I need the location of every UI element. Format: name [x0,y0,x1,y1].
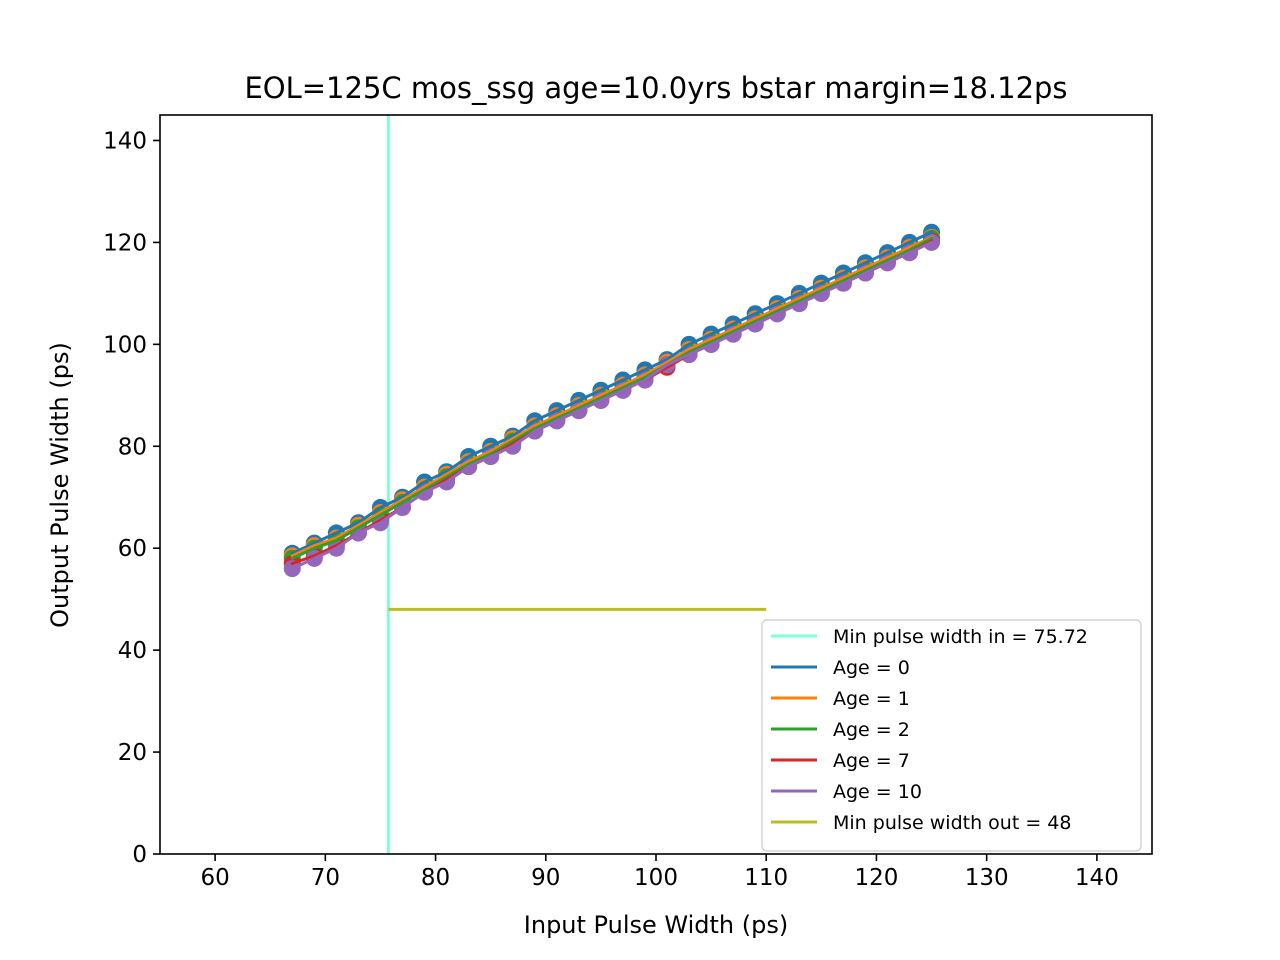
x-tick-label-4: 100 [634,865,678,891]
x-tick-label-3: 90 [531,865,560,891]
x-axis-label: Input Pulse Width (ps) [524,911,788,939]
y-tick-label-3: 60 [118,536,147,562]
series-0-line [290,230,934,556]
x-tick-label-8: 140 [1075,865,1119,891]
legend: Min pulse width in = 75.72 Age = 0 Age = 1… [761,619,1142,852]
series-1-line [290,235,934,558]
legend-label-4: Age = 7 [833,750,910,772]
legend-label-2: Age = 1 [833,688,910,710]
legend-label-6: Min pulse width out = 48 [833,812,1071,834]
x-tick-label-2: 80 [421,865,450,891]
x-tick-label-7: 130 [965,865,1009,891]
legend-label-1: Age = 0 [833,657,910,679]
y-tick-label-0: 0 [132,842,147,868]
x-tick-label-0: 60 [200,865,229,891]
y-tick-label-1: 20 [118,740,147,766]
series-2-line [290,236,934,561]
y-tick-label-4: 80 [118,434,147,460]
series-4-line [290,240,934,571]
y-tick-label-2: 40 [118,638,147,664]
y-tick-label-6: 120 [103,230,147,256]
x-tick-label-6: 120 [854,865,898,891]
legend-label-0: Min pulse width in = 75.72 [833,626,1088,648]
legend-label-3: Age = 2 [833,719,910,741]
plot-area [283,115,941,854]
axes: 60 70 80 90 100 110 120 130 140 0 20 40 60 80 100 120 14… [103,114,1153,891]
y-tick-label-7: 140 [103,128,147,154]
legend-label-5: Age = 10 [833,781,922,803]
x-tick-label-1: 70 [311,865,340,891]
y-tick-label-5: 100 [103,332,147,358]
legend-box [761,619,1142,852]
y-axis-label: Output Pulse Width (ps) [46,342,74,628]
chart-title: EOL=125C mos_ssg age=10.0yrs bstar margi… [244,71,1067,105]
x-tick-label-5: 110 [744,865,788,891]
